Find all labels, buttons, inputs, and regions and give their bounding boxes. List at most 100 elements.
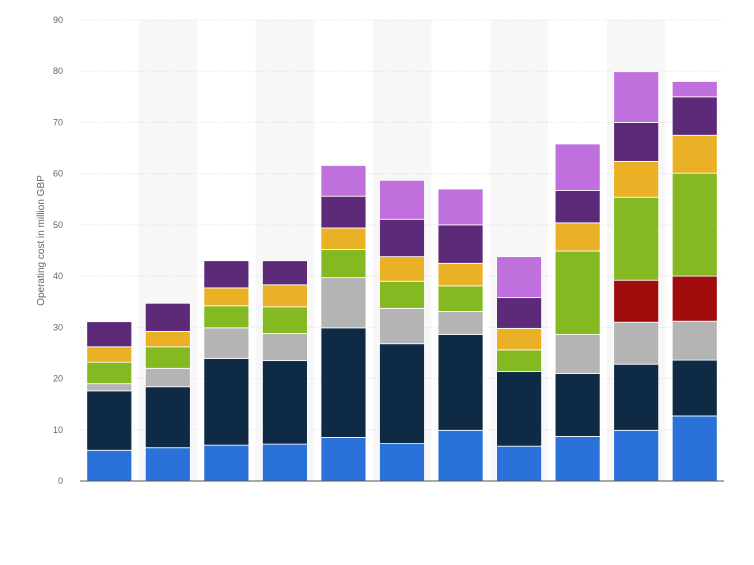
bar-segment[interactable] [379,256,425,282]
y-tick-label: 90 [53,15,63,25]
bar-segment[interactable] [262,284,308,308]
y-tick-label: 80 [53,66,63,76]
bar-segment[interactable] [203,444,250,482]
bar-segment[interactable] [144,447,191,482]
y-tick-label: 10 [53,425,63,435]
bar-stack [320,165,367,482]
bar-segment[interactable] [320,327,367,438]
bar-segment[interactable] [554,334,601,374]
bar-segment[interactable] [496,349,542,372]
bar-segment[interactable] [437,224,484,264]
bar-segment[interactable] [554,250,601,335]
bar-segment[interactable] [496,327,542,351]
bar-segment[interactable] [320,165,367,197]
bar-segment[interactable] [437,311,484,335]
bar-segment[interactable] [144,302,191,332]
bar-segment[interactable] [320,437,367,482]
bar-segment[interactable] [320,195,367,229]
y-tick-label: 30 [53,322,63,332]
bar-segment[interactable] [613,71,660,123]
bar-stack [496,256,542,482]
bar-stack [86,321,133,482]
bar-stack [379,179,425,482]
bar-segment[interactable] [613,196,660,281]
bar-segment[interactable] [144,346,191,369]
bar-segment[interactable] [262,306,308,334]
bar-segment[interactable] [496,370,542,447]
bar-segment[interactable] [379,307,425,345]
bar-segment[interactable] [613,279,660,323]
bar-segment[interactable] [613,321,660,365]
bar-stack [437,188,484,482]
bar-stack [554,143,601,482]
bar-segment[interactable] [496,445,542,482]
bar-segment[interactable] [671,415,718,482]
bar-segment[interactable] [86,321,133,348]
bar-stack [613,71,660,482]
bar-segment[interactable] [671,275,718,322]
bar-segment[interactable] [554,222,601,252]
bar-segment[interactable] [437,262,484,287]
bar-segment[interactable] [671,320,718,361]
bar-segment[interactable] [203,260,250,289]
bar-segment[interactable] [496,297,542,329]
bar-segment[interactable] [671,81,718,98]
bar-segment[interactable] [671,172,718,277]
y-axis-title: Operating cost in million GBP [36,175,47,306]
bar-segment[interactable] [613,429,660,482]
bar-segment[interactable] [262,260,308,286]
bar-segment[interactable] [554,190,601,224]
bar-segment[interactable] [144,386,191,449]
bar-segment[interactable] [86,390,133,451]
bar-segment[interactable] [613,160,660,198]
bar-segment[interactable] [262,333,308,362]
bar-segment[interactable] [86,449,133,482]
bar-stack [671,81,718,482]
bar-stack [203,260,250,482]
bar-segment[interactable] [437,429,484,482]
bar-segment[interactable] [379,280,425,309]
bar-segment[interactable] [437,334,484,431]
bar-segment[interactable] [262,443,308,482]
bar-segment[interactable] [144,331,191,348]
bar-segment[interactable] [554,436,601,482]
bar-segment[interactable] [437,285,484,312]
bar-segment[interactable] [496,256,542,299]
bar-segment[interactable] [144,367,191,388]
bar-segment[interactable] [671,134,718,174]
bar-segment[interactable] [613,363,660,431]
y-tick-label: 60 [53,169,63,179]
bar-segment[interactable] [320,227,367,250]
bar-stack [144,302,191,482]
bar-segment[interactable] [203,327,250,359]
bar-segment[interactable] [671,359,718,417]
bar-segment[interactable] [203,358,250,446]
y-tick-label: 0 [58,476,63,486]
bar-segment[interactable] [379,179,425,220]
bar-segment[interactable] [86,346,133,363]
y-tick-label: 70 [53,117,63,127]
bar-segment[interactable] [203,287,250,307]
bar-segment[interactable] [320,277,367,329]
bar-segment[interactable] [320,249,367,279]
bar-stack [262,260,308,482]
bar-segment[interactable] [86,383,133,392]
bar-segment[interactable] [203,305,250,329]
y-tick-label: 50 [53,220,63,230]
bar-segment[interactable] [437,188,484,226]
bar-segment[interactable] [554,143,601,191]
bar-stacks [86,71,718,482]
bar-segment[interactable] [554,373,601,437]
y-axis-ticks: 0 10 20 30 40 50 60 70 80 90 [53,15,63,486]
bar-segment[interactable] [671,96,718,136]
bar-segment[interactable] [379,443,425,482]
bar-segment[interactable] [86,361,133,385]
y-tick-label: 40 [53,271,63,281]
y-tick-label: 20 [53,374,63,384]
bar-segment[interactable] [379,218,425,258]
bar-segment[interactable] [262,360,308,445]
bar-segment[interactable] [613,122,660,162]
bar-segment[interactable] [379,343,425,445]
